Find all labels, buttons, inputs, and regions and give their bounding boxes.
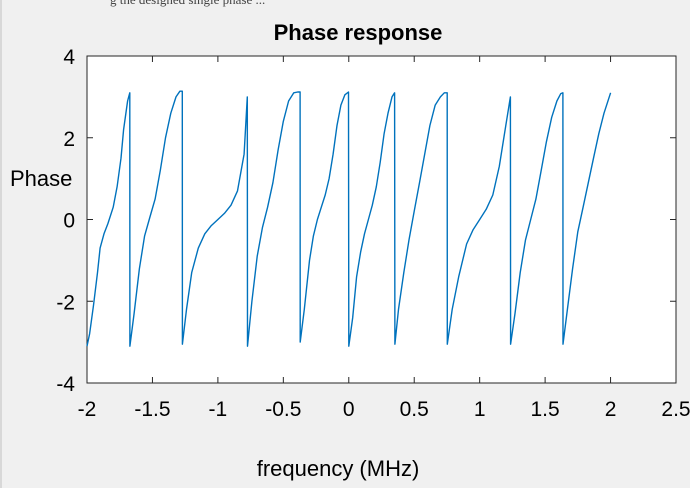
x-tick-label: 0.5 bbox=[400, 398, 429, 421]
y-tick-label: -2 bbox=[56, 291, 75, 314]
x-tick-label: 2 bbox=[605, 398, 617, 421]
y-tick-label: -4 bbox=[56, 373, 75, 396]
series-group bbox=[86, 90, 612, 347]
x-tick-label: -2 bbox=[78, 398, 97, 421]
x-tick-label: 1.5 bbox=[531, 398, 560, 421]
x-tick-label: 2.5 bbox=[661, 398, 690, 421]
x-axis-label: frequency (MHz) bbox=[257, 456, 420, 481]
x-tick-label: -1 bbox=[209, 398, 228, 421]
caption-text: g the designed single phase ... bbox=[110, 0, 265, 8]
window-edge bbox=[0, 0, 2, 488]
y-tick-label: 0 bbox=[63, 210, 75, 233]
y-axis-label: Phase bbox=[10, 166, 72, 191]
plot-area bbox=[86, 55, 677, 384]
phase-series-line bbox=[86, 90, 612, 347]
x-tick-label: -0.5 bbox=[265, 398, 301, 421]
caption-fragment: g the designed single phase ... bbox=[0, 0, 690, 22]
x-tick-label: 0 bbox=[343, 398, 355, 421]
x-tick-label: -1.5 bbox=[134, 398, 170, 421]
x-tick-label: 1 bbox=[474, 398, 486, 421]
y-tick-label: 2 bbox=[63, 128, 75, 151]
chart-title: Phase response bbox=[274, 20, 443, 45]
y-tick-label: 4 bbox=[63, 46, 75, 69]
